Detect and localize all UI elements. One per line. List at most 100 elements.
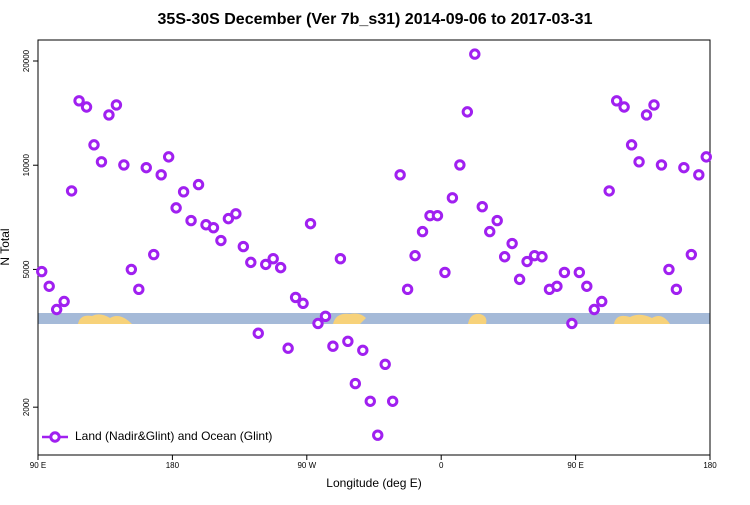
point <box>282 342 294 354</box>
point <box>700 151 712 163</box>
point <box>148 248 160 261</box>
point <box>162 151 175 163</box>
point <box>252 327 264 339</box>
point <box>222 212 235 225</box>
point <box>110 99 123 111</box>
point <box>274 261 287 274</box>
point <box>401 283 414 296</box>
y-tick-label: 20000 <box>22 49 31 72</box>
point <box>610 95 623 107</box>
legend-label: Land (Nadir&Glint) and Ocean (Glint) <box>75 429 272 443</box>
chart-title: 35S-30S December (Ver 7b_s31) 2014-09-06… <box>158 11 593 28</box>
point <box>484 225 496 238</box>
point <box>640 109 653 121</box>
y-tick-label: 5000 <box>22 260 31 278</box>
ocean-band <box>38 313 710 324</box>
legend-marker <box>49 431 61 443</box>
point <box>521 255 533 268</box>
y-tick-label: 2000 <box>22 398 31 416</box>
point <box>454 159 466 171</box>
x-tick-label: 180 <box>703 461 717 470</box>
x-tick-label: 180 <box>166 461 180 470</box>
point <box>678 161 690 174</box>
point <box>513 273 526 286</box>
point <box>65 185 78 197</box>
point <box>327 340 339 352</box>
point <box>655 159 668 171</box>
point <box>267 252 279 265</box>
point <box>685 248 698 261</box>
point <box>133 283 145 296</box>
point <box>88 139 100 151</box>
point <box>357 344 369 356</box>
point <box>103 109 115 121</box>
legend: Land (Nadir&Glint) and Ocean (Glint) <box>42 429 272 443</box>
point <box>177 186 190 198</box>
point <box>603 185 615 197</box>
point <box>386 395 399 407</box>
point <box>192 178 205 191</box>
point <box>506 237 518 250</box>
point <box>334 252 347 265</box>
point <box>170 202 182 214</box>
point <box>670 283 683 296</box>
point <box>469 48 481 60</box>
point <box>207 221 220 234</box>
point <box>558 266 571 279</box>
x-tick-label: 0 <box>439 461 444 470</box>
point <box>581 280 593 292</box>
land-patch <box>333 313 366 324</box>
point <box>476 200 488 213</box>
point <box>379 358 391 370</box>
point <box>693 169 705 181</box>
point <box>663 263 675 276</box>
x-axis-label: Longitude (deg E) <box>326 476 421 490</box>
x-tick-label: 90 E <box>30 461 46 470</box>
point <box>364 395 376 407</box>
point <box>566 317 578 330</box>
point <box>312 317 324 330</box>
x-tick-label: 90 W <box>297 461 316 470</box>
point <box>289 291 302 304</box>
point <box>446 192 459 204</box>
point <box>230 208 242 220</box>
point <box>58 295 70 308</box>
land-patch <box>614 314 670 324</box>
point <box>431 209 444 222</box>
point <box>648 99 660 111</box>
point <box>118 159 130 171</box>
point <box>625 139 638 151</box>
point <box>633 156 645 168</box>
point <box>551 280 563 292</box>
point <box>596 295 608 308</box>
land-patch <box>468 313 487 324</box>
point <box>618 101 630 113</box>
point <box>573 266 586 279</box>
point <box>409 249 421 262</box>
point <box>80 101 93 113</box>
point <box>461 106 474 118</box>
point <box>342 335 354 347</box>
point <box>95 156 108 168</box>
point <box>260 258 272 271</box>
point <box>185 214 197 227</box>
point <box>215 234 227 247</box>
point <box>237 240 250 253</box>
y-tick-label: 10000 <box>22 154 31 177</box>
point <box>36 265 48 278</box>
point <box>73 95 85 107</box>
point <box>491 214 503 227</box>
point <box>50 303 63 316</box>
point <box>498 251 511 263</box>
point <box>297 297 309 310</box>
point <box>588 303 600 316</box>
point <box>394 169 406 181</box>
point <box>140 161 152 174</box>
point <box>372 429 384 441</box>
point <box>536 251 548 263</box>
x-tick-label: 90 E <box>567 461 583 470</box>
land-patch <box>78 314 132 324</box>
point <box>304 217 317 230</box>
plot-frame <box>37 39 711 456</box>
